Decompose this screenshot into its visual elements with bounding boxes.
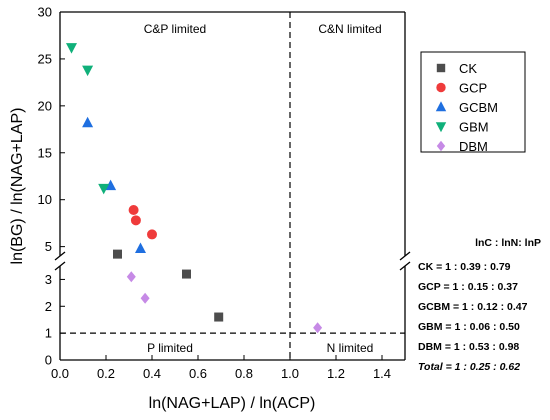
- ratio-line: CK = 1 : 0.39 : 0.79: [418, 261, 511, 273]
- data-point-dbm: [313, 322, 323, 334]
- data-point-dbm: [140, 292, 150, 304]
- data-point-gcbm: [135, 242, 146, 253]
- data-point-ck: [214, 312, 224, 322]
- data-point-gbm: [98, 183, 110, 195]
- data-point-gcp: [130, 215, 141, 226]
- y-tick-label: 25: [38, 51, 52, 66]
- y-tick-label: 30: [38, 5, 52, 20]
- legend: CK GCP GCBM GBM DBM: [420, 51, 526, 154]
- x-tick-label: 0.8: [235, 366, 253, 381]
- data-point-gcbm: [82, 116, 94, 128]
- tick-labels: 0.0 0.2 0.4 0.6 0.8 1.0 1.2 1.4 0 1 2 3 5 10 15 20 25 30: [38, 5, 392, 382]
- reference-lines: [60, 12, 405, 360]
- data-point-gbm: [66, 43, 77, 54]
- ratio-line: DBM = 1 : 0.53 : 0.98: [418, 341, 519, 353]
- legend-label-gcp: GCP: [459, 81, 487, 96]
- data-point-dbm: [126, 271, 136, 283]
- legend-label-ck: CK: [459, 61, 477, 76]
- ratio-line: GBM = 1 : 0.06 : 0.50: [418, 321, 520, 333]
- axis-break-mark: [54, 261, 66, 271]
- x-tick-label: 1.4: [373, 366, 391, 381]
- y-axis-title: ln(BG) / ln(NAG+LAP): [9, 108, 26, 265]
- axis-break-mark: [54, 251, 66, 261]
- x-tick-label: 0.0: [51, 366, 69, 381]
- x-tick-label: 0.2: [97, 366, 115, 381]
- legend-label-gcbm: GCBM: [459, 100, 498, 115]
- legend-marker-ck: [436, 63, 446, 73]
- legend-marker-gcp: [436, 82, 446, 93]
- x-tick-label: 1.2: [327, 366, 345, 381]
- ratio-title: lnC : lnN: lnP: [475, 237, 541, 249]
- region-label-n-limited: N limited: [327, 341, 374, 355]
- y-tick-label: 5: [45, 239, 52, 254]
- y-tick-label: 10: [38, 192, 52, 207]
- x-tick-label: 1.0: [281, 366, 299, 381]
- data-point-gcp: [128, 205, 139, 216]
- x-tick-label: 0.4: [143, 366, 161, 381]
- ratio-line: GCBM = 1 : 0.12 : 0.47: [418, 301, 528, 313]
- data-point-gcp: [147, 229, 157, 240]
- ratio-line: GCP = 1 : 0.15 : 0.37: [418, 281, 518, 293]
- legend-label-gbm: GBM: [459, 120, 489, 135]
- y-tick-label: 3: [45, 272, 52, 287]
- y-tick-label: 20: [38, 98, 52, 113]
- data-point-ck: [182, 269, 191, 279]
- y-tick-label: 1: [45, 326, 52, 341]
- axes: [54, 11, 411, 361]
- data-point-gcbm: [105, 179, 117, 191]
- y-tick-label: 15: [38, 145, 52, 160]
- region-label-cp-limited: C&P limited: [144, 22, 206, 36]
- y-tick-label: 2: [45, 299, 52, 314]
- data-point-gbm: [82, 65, 94, 77]
- axis-break-mark: [399, 261, 411, 271]
- x-tick-label: 0.6: [189, 366, 207, 381]
- x-axis-title: ln(NAG+LAP) / ln(ACP): [149, 395, 316, 412]
- data-point-ck: [113, 249, 122, 259]
- y-tick-label: 0: [45, 353, 52, 368]
- legend-marker-gcbm: [435, 101, 447, 112]
- region-label-p-limited: P limited: [147, 341, 193, 355]
- legend-label-dbm: DBM: [459, 139, 488, 154]
- ratio-annotations: lnC : lnN: lnP CK = 1 : 0.39 : 0.79 GCP =…: [418, 237, 541, 373]
- ratio-line: Total = 1 : 0.25 : 0.62: [418, 361, 520, 373]
- axis-break-mark: [399, 251, 411, 261]
- legend-marker-gbm: [435, 122, 447, 133]
- data-points: [66, 43, 323, 334]
- legend-marker-dbm: [436, 140, 446, 152]
- region-label-cn-limited: C&N limited: [318, 22, 381, 36]
